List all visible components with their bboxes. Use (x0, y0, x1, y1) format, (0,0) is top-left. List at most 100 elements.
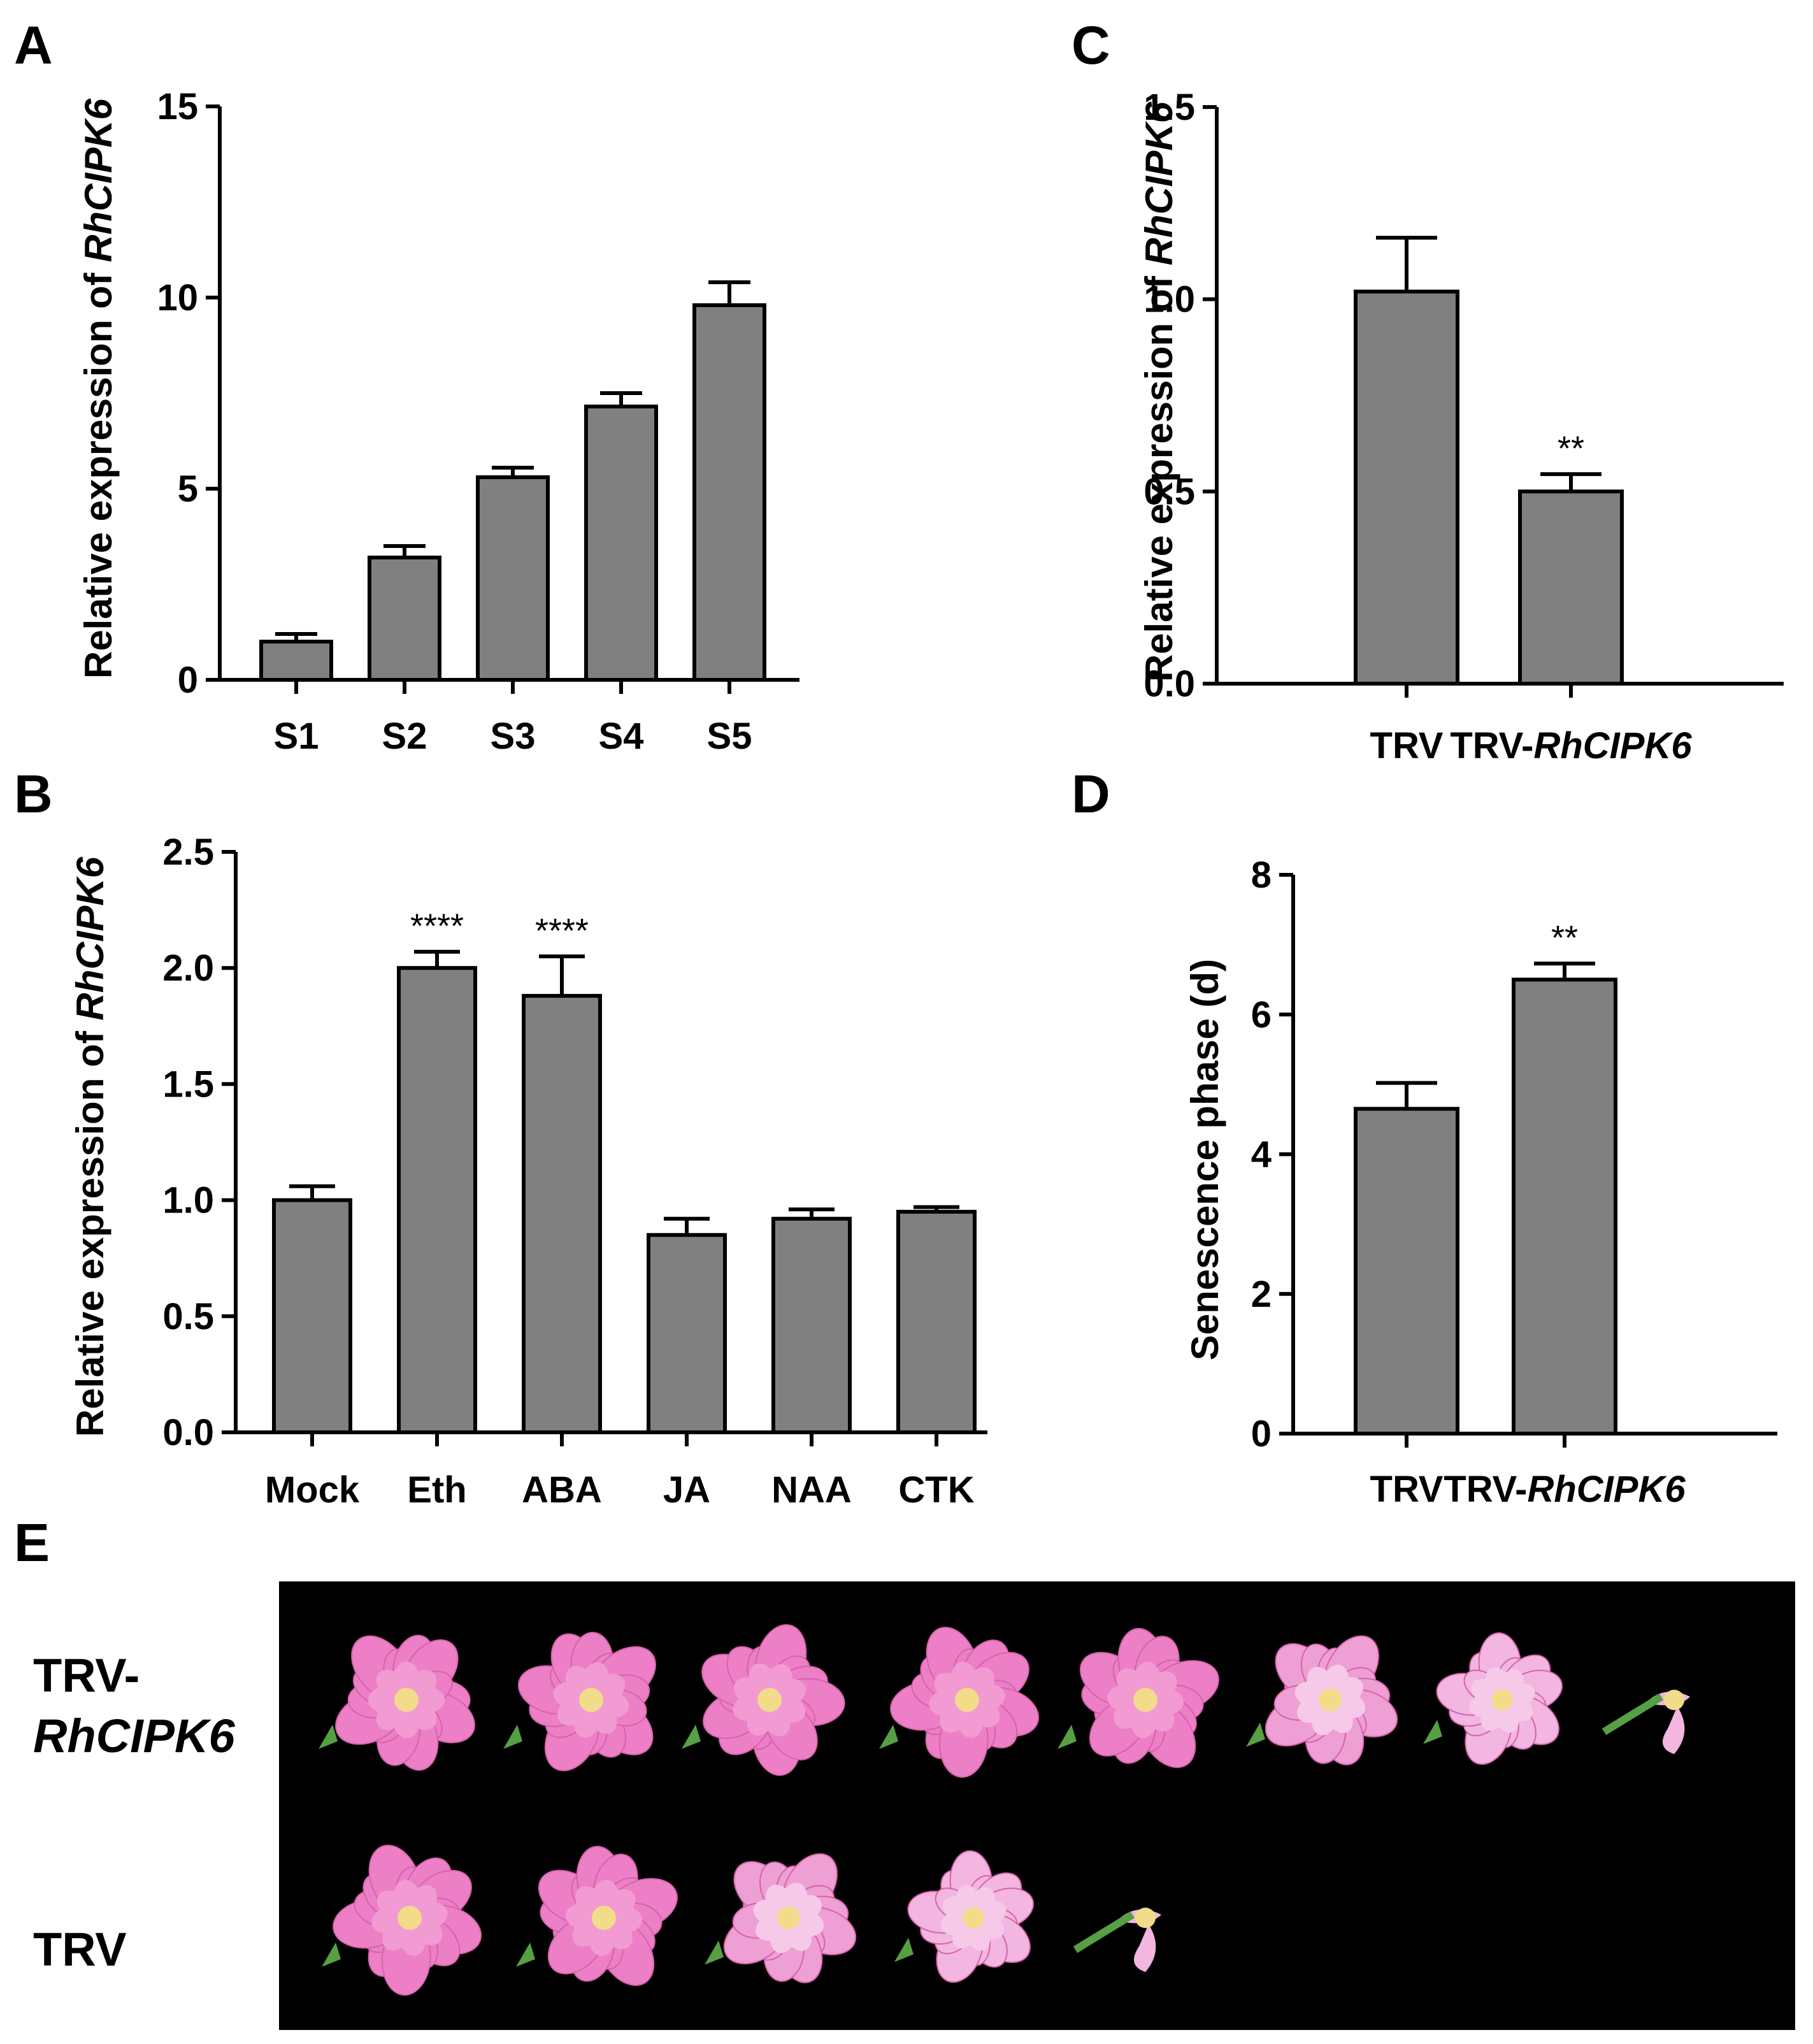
bar (1518, 489, 1624, 686)
category-label: JA (663, 1469, 710, 1511)
y-axis-title-gene: RhCIPK6 (77, 98, 120, 262)
leaf (1057, 1724, 1077, 1749)
category-label: TRV (1370, 725, 1444, 766)
flower (516, 1845, 678, 1986)
y-tick-label: 0.5 (1143, 471, 1195, 512)
flower-center (963, 1907, 984, 1929)
flower-center (579, 1688, 603, 1712)
flower (894, 1850, 1035, 1983)
y-tick-label: 0 (178, 659, 198, 701)
panel-letter-c: C (1071, 15, 1110, 75)
flower-center (1133, 1688, 1157, 1712)
y-tick-label: 0.0 (1143, 663, 1195, 705)
y-tick-label: 0.0 (162, 1412, 214, 1453)
leaf (705, 1940, 724, 1965)
flower (682, 1624, 845, 1776)
bar (476, 475, 550, 682)
bar (647, 1233, 727, 1434)
flower (1073, 1908, 1161, 1972)
leaf (1246, 1722, 1265, 1747)
y-axis-title: Senescence phase (d) (1184, 959, 1226, 1360)
leaf (682, 1724, 701, 1749)
bar (272, 1198, 352, 1434)
significance-label: ** (1551, 919, 1578, 957)
flower (705, 1853, 857, 1983)
flower (319, 1634, 475, 1771)
bar (368, 556, 441, 682)
category-label: S2 (382, 716, 427, 757)
y-tick-label: 2.0 (162, 947, 214, 989)
panel-letter-d: D (1071, 764, 1110, 824)
y-axis-title: Relative expression of RhCIPK6 (77, 98, 120, 679)
panel-letter-e: E (14, 1513, 50, 1573)
y-tick-label: 1.0 (162, 1180, 214, 1221)
bar (1512, 977, 1617, 1436)
leaf (1602, 1693, 1664, 1736)
category-label-part: TRV (1370, 1469, 1444, 1510)
leaf (1423, 1720, 1442, 1745)
category-label-gene: RhCIPK6 (1527, 1469, 1686, 1510)
y-axis-title-text: Relative expression of (77, 263, 120, 679)
category-label-part: TRV (1370, 725, 1444, 766)
bar (771, 1216, 852, 1434)
category-label: Mock (265, 1469, 360, 1511)
category-label: S1 (274, 716, 319, 757)
bar (896, 1209, 977, 1434)
chart-d: 0 2 4 6 8 TRV ** TRV-RhCIPK6 Senescence phase (d… (1184, 854, 1777, 1510)
bar (584, 405, 658, 682)
leaf (879, 1724, 898, 1749)
y-tick-label: 10 (157, 277, 198, 319)
y-axis-title: Relative expression of RhCIPK6 (69, 856, 111, 1437)
leaf (894, 1938, 914, 1962)
category-label: S4 (599, 716, 644, 757)
flower-center (777, 1906, 800, 1929)
significance-label: **** (410, 907, 464, 946)
category-label: TRV-RhCIPK6 (1444, 1469, 1686, 1510)
category-label: TRV-RhCIPK6 (1450, 725, 1692, 766)
category-label-part: TRV- (1444, 1469, 1527, 1510)
category-label: CTK (898, 1469, 974, 1511)
flower-center (1491, 1689, 1513, 1711)
flower (1423, 1632, 1563, 1765)
flower (1057, 1627, 1219, 1768)
flower-photos (319, 1624, 1690, 1996)
category-label: S3 (491, 716, 536, 757)
y-tick-label: 8 (1251, 854, 1272, 896)
y-axis-title-text: Relative expression of (1138, 266, 1180, 682)
y-tick-label: 2 (1251, 1274, 1272, 1315)
flower-center (1664, 1690, 1684, 1710)
y-tick-label: 0.5 (162, 1296, 214, 1337)
leaf (1073, 1911, 1135, 1954)
y-tick-label: 1.5 (1143, 87, 1195, 128)
panel-letter-b: B (14, 764, 53, 824)
y-axis-title-gene: RhCIPK6 (1138, 101, 1180, 265)
leaf (319, 1724, 338, 1749)
y-axis-title: Relative expression of RhCIPK6 (1138, 101, 1180, 682)
row-label-trv: TRV (33, 1923, 127, 1976)
flower (879, 1627, 1040, 1778)
y-tick-label: 2.5 (162, 831, 214, 873)
flower (503, 1632, 656, 1771)
significance-label: ** (1558, 429, 1584, 468)
category-label: NAA (771, 1469, 852, 1511)
category-label: TRV (1370, 1469, 1444, 1510)
wilted-petal (1663, 1706, 1685, 1754)
flower-center (394, 1688, 419, 1712)
leaf (322, 1942, 341, 1967)
y-axis-title-text: Senescence phase (d) (1184, 959, 1226, 1360)
flower-center (592, 1906, 616, 1930)
panel-letter-a: A (14, 15, 53, 75)
flower-center (1319, 1688, 1342, 1711)
category-label: Eth (407, 1469, 466, 1511)
y-tick-label: 6 (1251, 994, 1272, 1035)
flower (1246, 1635, 1398, 1766)
bar (522, 993, 602, 1434)
leaf (503, 1724, 522, 1749)
category-label: ABA (522, 1469, 602, 1511)
y-axis-title-gene: RhCIPK6 (69, 856, 111, 1020)
bar (1354, 1107, 1459, 1436)
chart-a: 0 5 10 15 S1 S2 S3 S4 S5 Relative expression of R… (77, 86, 799, 757)
y-tick-label: 1.5 (162, 1063, 214, 1105)
